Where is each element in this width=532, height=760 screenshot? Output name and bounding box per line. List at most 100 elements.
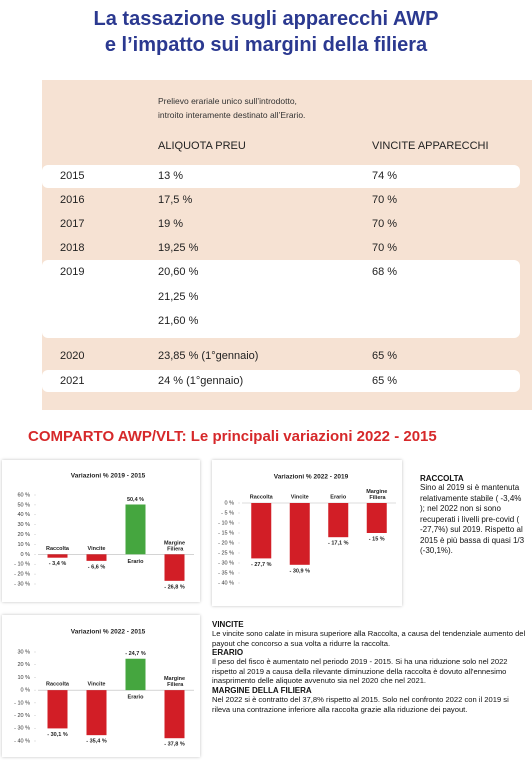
table-cell: 2016 bbox=[60, 194, 85, 206]
title: La tassazione sugli apparecchi AWP bbox=[93, 8, 439, 30]
y-tick-label: - 30 % bbox=[14, 581, 30, 587]
value-label: - 27,7 % bbox=[251, 562, 272, 568]
category-label: Erario bbox=[330, 494, 347, 500]
chart: Variazioni % 2022 - 2015 30 % 20 % 10 % 0 % -… bbox=[14, 629, 194, 748]
category-label: Erario bbox=[128, 559, 145, 565]
table-note: introito interamente destinato all’Erari… bbox=[158, 110, 306, 120]
table-cell: 20,60 % bbox=[158, 266, 199, 278]
y-tick-label: 30 % bbox=[17, 522, 30, 528]
value-label: - 30,1 % bbox=[47, 732, 68, 738]
category-label: Margine Filiera bbox=[164, 677, 185, 689]
bar bbox=[164, 690, 185, 739]
bar bbox=[86, 554, 107, 561]
table-cell: 17,5 % bbox=[158, 194, 193, 206]
value-label: - 3,4 % bbox=[49, 561, 67, 567]
value-label: - 6,6 % bbox=[88, 564, 106, 570]
y-tick-label: - 20 % bbox=[14, 713, 30, 719]
y-tick-label: - 10 % bbox=[218, 520, 234, 526]
category-label: Vincite bbox=[88, 546, 106, 552]
y-tick-label: 10 % bbox=[17, 542, 30, 548]
category-label: Vincite bbox=[291, 494, 309, 500]
row-highlight bbox=[42, 165, 520, 188]
table-cell: 74 % bbox=[372, 170, 398, 182]
row-highlight bbox=[42, 260, 520, 338]
bar bbox=[289, 503, 310, 565]
bar bbox=[251, 503, 272, 559]
y-tick-label: 50 % bbox=[17, 502, 30, 508]
table-cell: 70 % bbox=[372, 218, 398, 230]
y-tick-label: - 35 % bbox=[218, 570, 234, 576]
title: e l’impatto sui margini della filiera bbox=[104, 34, 428, 56]
y-tick-label: 0 % bbox=[21, 552, 31, 558]
y-tick-label: - 10 % bbox=[14, 700, 30, 706]
table-note: Prelievo erariale unico sull’introdotto, bbox=[158, 96, 297, 106]
y-tick-label: - 20 % bbox=[218, 540, 234, 546]
chart-title: Variazioni % 2022 - 2019 bbox=[274, 474, 349, 481]
value-label: - 30,9 % bbox=[290, 568, 311, 574]
y-tick-label: 40 % bbox=[17, 512, 30, 518]
y-tick-label: 20 % bbox=[17, 662, 30, 668]
table-cell: 2021 bbox=[60, 375, 85, 387]
table-cell: 65 % bbox=[372, 350, 398, 362]
value-label: - 17,1 % bbox=[328, 541, 349, 547]
table-cell: 2015 bbox=[60, 170, 85, 182]
column-header: VINCITE APPARECCHI bbox=[372, 140, 489, 152]
category-label: Margine Filiera bbox=[366, 489, 387, 501]
value-label: - 35,4 % bbox=[86, 739, 107, 745]
chart: Variazioni % 2022 - 2019 0 % - 5 % - 10 % - … bbox=[218, 474, 396, 586]
bar bbox=[328, 503, 349, 538]
section-title: COMPARTO AWP/VLT: Le principali variazio… bbox=[28, 428, 437, 445]
table-cell: 2018 bbox=[60, 242, 85, 254]
y-tick-label: 20 % bbox=[17, 532, 30, 538]
table-cell: 24 % (1°gennaio) bbox=[158, 375, 244, 387]
bar bbox=[47, 690, 68, 729]
table-cell: 13 % bbox=[158, 170, 184, 182]
table-cell: 21,60 % bbox=[158, 315, 199, 327]
bar bbox=[366, 503, 387, 533]
row-highlight bbox=[42, 370, 520, 392]
table-cell: 70 % bbox=[372, 194, 398, 206]
value-label: - 26,8 % bbox=[164, 584, 185, 590]
column-header: ALIQUOTA PREU bbox=[158, 140, 246, 152]
y-tick-label: - 15 % bbox=[218, 530, 234, 536]
y-tick-label: - 40 % bbox=[218, 580, 234, 586]
chart-title: Variazioni % 2019 - 2015 bbox=[71, 473, 146, 480]
y-tick-label: - 30 % bbox=[218, 560, 234, 566]
note-title: VINCITE bbox=[212, 620, 244, 629]
y-tick-label: 30 % bbox=[17, 649, 30, 655]
note-text: Sino al 2019 si è mantenuta relativament… bbox=[420, 483, 525, 555]
note-text: Il peso del fisco è aumentato nel period… bbox=[212, 657, 508, 686]
bar bbox=[125, 658, 146, 691]
chart: Variazioni % 2019 - 2015 60 % 50 % 40 % 30 %… bbox=[14, 473, 194, 590]
category-label: Erario bbox=[128, 695, 145, 701]
y-tick-label: 0 % bbox=[225, 500, 235, 506]
table-background bbox=[42, 80, 532, 410]
note-block: VINCITE Le vincite sono calate in misura… bbox=[212, 620, 528, 714]
bar bbox=[125, 504, 146, 555]
bar bbox=[164, 554, 185, 581]
chart-title: Variazioni % 2022 - 2015 bbox=[71, 629, 146, 636]
y-tick-label: - 30 % bbox=[14, 726, 30, 732]
note-block: RACCOLTA Sino al 2019 si è mantenuta rel… bbox=[420, 474, 528, 557]
table-cell: 2019 bbox=[60, 266, 85, 278]
y-tick-label: - 5 % bbox=[221, 510, 234, 516]
y-tick-label: 0 % bbox=[21, 688, 31, 694]
value-label: - 24,7 % bbox=[125, 651, 146, 657]
table-cell: 21,25 % bbox=[158, 290, 199, 303]
category-label: Raccolta bbox=[250, 494, 274, 500]
note-text: Nel 2022 si è contratto del 37,8% rispet… bbox=[212, 694, 509, 714]
table-cell: 19 % bbox=[158, 218, 184, 230]
note-text: Le vincite sono calate in misura superio… bbox=[212, 629, 526, 648]
note-title: ERARIO bbox=[212, 648, 244, 658]
table-cell: 2017 bbox=[60, 218, 85, 230]
y-tick-label: 10 % bbox=[17, 675, 30, 681]
y-tick-label: - 10 % bbox=[14, 562, 30, 568]
y-tick-label: 60 % bbox=[17, 492, 30, 498]
bar bbox=[47, 554, 68, 558]
category-label: Raccolta bbox=[46, 546, 70, 552]
table-cell: 23,85 % (1°gennaio) bbox=[158, 350, 259, 362]
table-cell: 70 % bbox=[372, 242, 398, 254]
table-cell: 19,25 % bbox=[158, 242, 199, 254]
table-cell: 68 % bbox=[372, 266, 398, 278]
